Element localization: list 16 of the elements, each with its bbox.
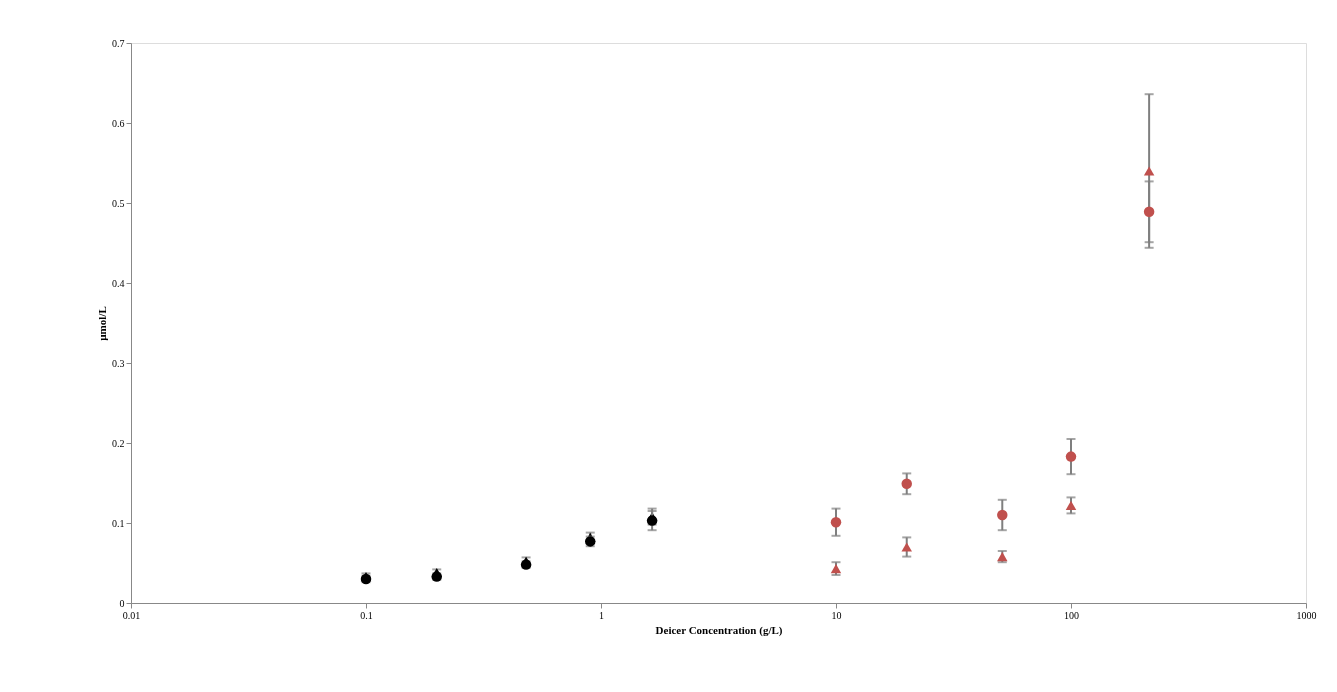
x-tick-label: 1000 xyxy=(1296,609,1317,621)
x-axis-title: Deicer Concentration (g/L) xyxy=(655,623,783,637)
x-tick-label: 1 xyxy=(599,609,604,621)
y-axis-title: µmol/L xyxy=(96,306,108,341)
x-tick-label: 10 xyxy=(831,609,842,621)
y-tick-label: 0.3 xyxy=(112,357,125,369)
y-tick-label: 0.5 xyxy=(112,197,125,209)
y-tick-label: 0.4 xyxy=(112,277,125,289)
x-tick-label: 0.1 xyxy=(360,609,373,621)
x-tick-label: 0.01 xyxy=(122,609,141,621)
y-tick-label: 0.6 xyxy=(112,117,125,129)
y-tick-label: 0.7 xyxy=(112,37,125,49)
y-tick-label: 0.1 xyxy=(112,517,125,529)
y-tick-label: 0.2 xyxy=(112,437,125,449)
x-tick-label: 100 xyxy=(1064,609,1079,621)
y-tick-label: 0 xyxy=(119,597,125,609)
